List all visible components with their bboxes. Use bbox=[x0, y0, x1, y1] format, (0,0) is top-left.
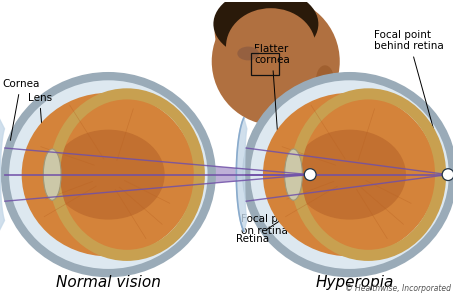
Ellipse shape bbox=[315, 65, 333, 93]
Text: Focal point
on retina: Focal point on retina bbox=[241, 179, 308, 236]
Text: Normal vision: Normal vision bbox=[56, 275, 160, 290]
Text: Lens: Lens bbox=[28, 93, 51, 157]
Text: Hyperopia: Hyperopia bbox=[315, 275, 393, 290]
Ellipse shape bbox=[246, 76, 452, 273]
Ellipse shape bbox=[22, 93, 195, 256]
Polygon shape bbox=[0, 118, 5, 231]
Polygon shape bbox=[218, 66, 234, 89]
Ellipse shape bbox=[225, 8, 315, 85]
Ellipse shape bbox=[211, 0, 339, 125]
Ellipse shape bbox=[214, 0, 316, 74]
Text: Retina: Retina bbox=[236, 218, 283, 244]
Ellipse shape bbox=[5, 76, 211, 273]
Ellipse shape bbox=[52, 130, 164, 220]
Text: Cornea: Cornea bbox=[2, 79, 39, 140]
Bar bbox=[251, 53, 278, 75]
Text: © Healthwise, Incorporated: © Healthwise, Incorporated bbox=[344, 284, 450, 293]
Ellipse shape bbox=[237, 46, 258, 60]
Polygon shape bbox=[246, 148, 447, 201]
Polygon shape bbox=[260, 116, 290, 140]
Ellipse shape bbox=[293, 130, 405, 220]
Ellipse shape bbox=[263, 93, 435, 256]
Text: Focal point
behind retina: Focal point behind retina bbox=[374, 30, 444, 172]
Ellipse shape bbox=[284, 149, 302, 200]
Polygon shape bbox=[236, 118, 246, 231]
Circle shape bbox=[304, 169, 315, 181]
Text: Flatter
cornea: Flatter cornea bbox=[253, 44, 289, 133]
Polygon shape bbox=[5, 148, 309, 201]
Ellipse shape bbox=[43, 149, 61, 200]
Circle shape bbox=[441, 169, 453, 181]
Ellipse shape bbox=[213, 0, 318, 59]
